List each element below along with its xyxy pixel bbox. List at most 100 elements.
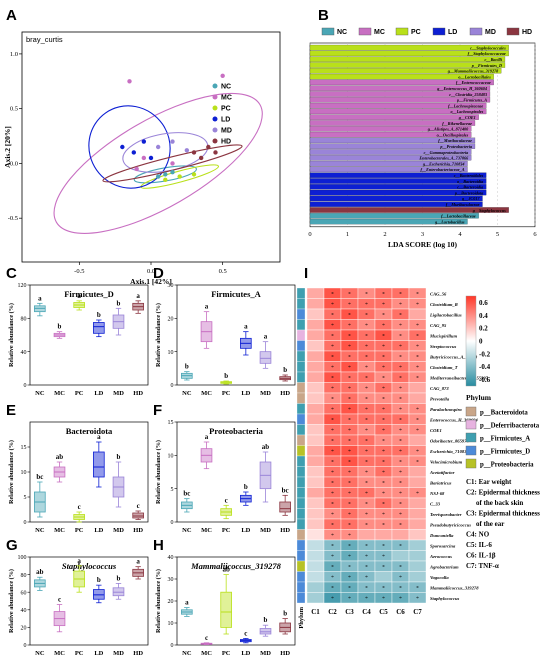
box-d-x-tick-label: PC xyxy=(222,390,231,397)
box-c-sig-letter: a xyxy=(38,294,42,302)
heatmap-cell-star: * xyxy=(416,407,419,413)
box-d-sig-letter: b xyxy=(283,366,287,374)
lda-bar xyxy=(309,108,487,115)
heatmap-cell xyxy=(408,476,427,488)
heatmap-cell-star: * xyxy=(365,313,368,319)
phylum-legend-label: p__Proteobacteria xyxy=(480,462,534,469)
heatmap-row-label: Vagocolla xyxy=(430,575,449,580)
heatmap-cell-star: * xyxy=(382,418,385,424)
heatmap-row-label: Escherichia_710834 xyxy=(429,449,469,454)
heatmap-row-label: Acetatifactor xyxy=(429,470,455,475)
heatmap-row-label: Aerococcus xyxy=(429,554,452,559)
heatmap-row-label: Butyricicoccus_A_77030 xyxy=(429,355,478,360)
box-e-plot-frame xyxy=(29,421,149,523)
heatmap-cell-star: * xyxy=(365,397,368,403)
heatmap-cell-star: * xyxy=(399,292,402,298)
box-e-x-tick-label: PC xyxy=(75,527,84,534)
lda-bar xyxy=(309,178,487,184)
box-f-y-axis-label: Relative abundance (%) xyxy=(155,440,162,504)
heatmap-cell xyxy=(306,308,325,320)
heatmap-row-label: CAG_56 xyxy=(430,292,447,297)
heatmap-cell xyxy=(408,466,427,478)
heatmap-cell-star: * xyxy=(331,481,334,487)
pcoa-point-mc xyxy=(141,155,147,161)
heatmap-cell-star: * xyxy=(416,491,419,497)
box-c-sig-letter: b xyxy=(117,299,121,307)
lda-legend-swatch-nc xyxy=(321,27,335,36)
lda-legend-label-ld: LD xyxy=(448,29,457,36)
heatmap-phylum-cell xyxy=(296,560,306,572)
phylum-legend-swatch xyxy=(465,445,477,456)
colorbar xyxy=(465,295,477,387)
lda-bar-label: f__Lactobacillaceae xyxy=(441,214,476,219)
box-c-x-tick-label: HD xyxy=(133,390,143,397)
lda-bar xyxy=(309,207,509,213)
lda-bar-label: f__Muribaculaceae xyxy=(438,138,472,143)
heatmap-cell-star: * xyxy=(365,502,368,508)
lda-legend-label-mc: MC xyxy=(374,29,385,36)
box-h-y-tick-label: 30 xyxy=(168,577,174,583)
pcoa-point-ld xyxy=(131,150,136,155)
heatmap-cell-star: * xyxy=(348,565,351,571)
heatmap-phylum-cell xyxy=(296,424,306,436)
heatmap-cell-star: * xyxy=(365,449,368,455)
box-g-y-axis-label: Relative abundance (%) xyxy=(8,569,15,633)
lda-legend-swatch-ld xyxy=(432,27,446,36)
heatmap-row-label: Duncaniella xyxy=(429,533,454,538)
heatmap-cell-star: * xyxy=(331,323,334,329)
lda-bar-label: c__Clostridia_258483 xyxy=(449,92,487,97)
pcoa-point-ld xyxy=(141,139,147,144)
lda-bar-label: c__Bacteroidales xyxy=(454,173,484,178)
heatmap-cell-star: * xyxy=(365,575,368,581)
box-c-x-tick-label: MD xyxy=(113,390,124,397)
lda-bar-label: g__Alistipes_A_871400 xyxy=(427,127,469,132)
box-c-box xyxy=(93,322,105,334)
heatmap-cell xyxy=(306,518,325,530)
box-g-y-tick-label: 20 xyxy=(21,626,27,632)
heatmap-cell-star: * xyxy=(331,460,334,466)
lda-bar-label: o__Lachnospirales xyxy=(450,109,483,114)
phylum-legend-label: p__Firmicutes_A xyxy=(480,436,530,443)
lda-bar xyxy=(309,155,472,161)
box-c-sig-letter: b xyxy=(97,311,101,319)
lda-bar-label: f__Lachnospiraceae xyxy=(448,103,483,108)
heatmap-cell xyxy=(408,392,427,404)
box-e-y-tick-label: 10 xyxy=(21,470,27,476)
pcoa-legend-label-mc: MC xyxy=(221,95,232,102)
lda-bar-label: g__Mammaliicoccus_319278 xyxy=(447,69,499,74)
pcoa-point-ld xyxy=(148,155,154,161)
heatmap-cell-star: * xyxy=(331,533,334,539)
heatmap-cell-star: * xyxy=(365,365,368,371)
heatmap-col-label: C7 xyxy=(413,608,422,616)
lda-bar xyxy=(309,91,491,97)
lda-legend-label-pc: PC xyxy=(411,29,421,36)
box-d-x-tick-label: MD xyxy=(260,390,271,397)
heatmap-row-label: Mammaliicoccus_319278 xyxy=(429,586,479,591)
pcoa-y-tick-label: 0.5 xyxy=(10,106,18,113)
lda-bar xyxy=(309,62,506,68)
heatmap-phylum-cell xyxy=(296,434,306,446)
indicator-legend-line: C5: IL-6 xyxy=(466,541,492,549)
heatmap-cell-star: * xyxy=(348,502,351,508)
heatmap-cell xyxy=(306,476,325,488)
box-g-sig-letter: b xyxy=(97,576,101,584)
heatmap-phylum-cell xyxy=(296,476,306,488)
heatmap-cell-star: * xyxy=(416,323,419,329)
box-h-sig-letter: b xyxy=(264,616,268,624)
box-d-plot-frame xyxy=(176,284,296,386)
panel-letter-a: A xyxy=(6,7,17,24)
lda-bar-label: f__Muribaculaceae xyxy=(446,202,480,207)
heatmap-cell-star: * xyxy=(416,596,419,602)
heatmap-cell-star: * xyxy=(399,470,402,476)
box-e-sig-letter: b xyxy=(117,453,121,461)
heatmap-cell-star: * xyxy=(365,512,368,518)
heatmap-cell-star: * xyxy=(365,334,368,340)
box-f-sig-letter: a xyxy=(205,433,209,441)
heatmap-cell-star: * xyxy=(416,334,419,340)
box-c-y-axis-label: Relative abundance (%) xyxy=(8,303,15,367)
box-e-sig-letter: bc xyxy=(36,473,43,481)
heatmap-cell-star: * xyxy=(382,302,385,308)
heatmap-cell-star: * xyxy=(399,512,402,518)
lda-bar xyxy=(309,126,472,132)
heatmap-cell-star: * xyxy=(382,292,385,298)
